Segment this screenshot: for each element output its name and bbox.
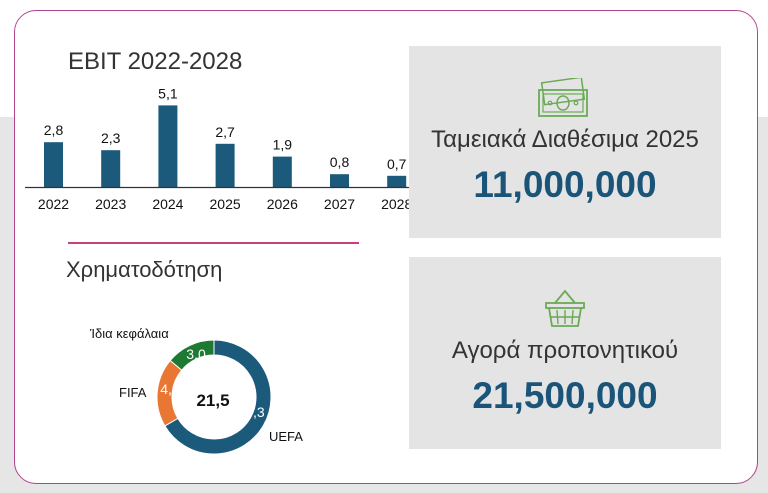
- section-divider: [68, 242, 359, 244]
- financing-title: Χρηματοδότηση: [66, 257, 223, 282]
- x-tick-label: 2028: [381, 196, 412, 212]
- bar-value-label: 0,7: [387, 156, 407, 172]
- x-tick-label: 2022: [38, 196, 69, 212]
- bar-value-label: 2,7: [215, 124, 235, 140]
- shopping-basket-icon: [543, 287, 587, 334]
- donut-slice-value-label: 4,2: [160, 381, 180, 397]
- cash-panel-title: Ταμειακά Διαθέσιμα 2025: [431, 126, 699, 153]
- donut-slice-value-label: 14,3: [237, 404, 264, 420]
- bar-2025: [215, 143, 235, 187]
- legend-label-fifa: FIFA: [119, 385, 147, 400]
- donut-slice-value-label: 3,0: [186, 346, 206, 362]
- bar-2028: [387, 175, 407, 187]
- training-panel: Αγορά προπονητικού 21,500,000: [409, 257, 721, 449]
- bar-value-label: 2,8: [44, 122, 64, 138]
- cash-panel-value: 11,000,000: [473, 164, 657, 205]
- x-tick-label: 2027: [324, 196, 355, 212]
- x-tick-label: 2023: [95, 196, 126, 212]
- bar-value-label: 1,9: [273, 137, 293, 153]
- donut-slice-ίδια-κεφάλαια: [169, 339, 215, 371]
- x-tick-label: 2024: [152, 196, 183, 212]
- training-panel-value: 21,500,000: [472, 375, 658, 416]
- bar-2023: [101, 150, 121, 187]
- training-panel-title: Αγορά προπονητικού: [451, 337, 679, 364]
- legend-label-equity: Ίδια κεφάλαια: [90, 326, 169, 341]
- bar-2027: [330, 174, 349, 187]
- bar-value-label: 0,8: [330, 154, 350, 170]
- ebit-chart-title: EBIT 2022-2028: [68, 48, 243, 75]
- x-tick-label: 2026: [267, 196, 298, 212]
- money-bill-icon: [537, 76, 593, 123]
- bar-2024: [158, 105, 178, 187]
- cash-panel: Ταμειακά Διαθέσιμα 2025 11,000,000: [409, 46, 721, 238]
- donut-slice-uefa: [164, 339, 272, 455]
- legend-label-uefa: UEFA: [269, 429, 303, 444]
- bar-2022: [44, 142, 63, 187]
- bar-value-label: 2,3: [101, 130, 121, 146]
- donut-total-label: 21,5: [196, 391, 229, 410]
- bar-2026: [272, 156, 292, 187]
- bar-value-label: 5,1: [158, 85, 178, 101]
- x-tick-label: 2025: [210, 196, 241, 212]
